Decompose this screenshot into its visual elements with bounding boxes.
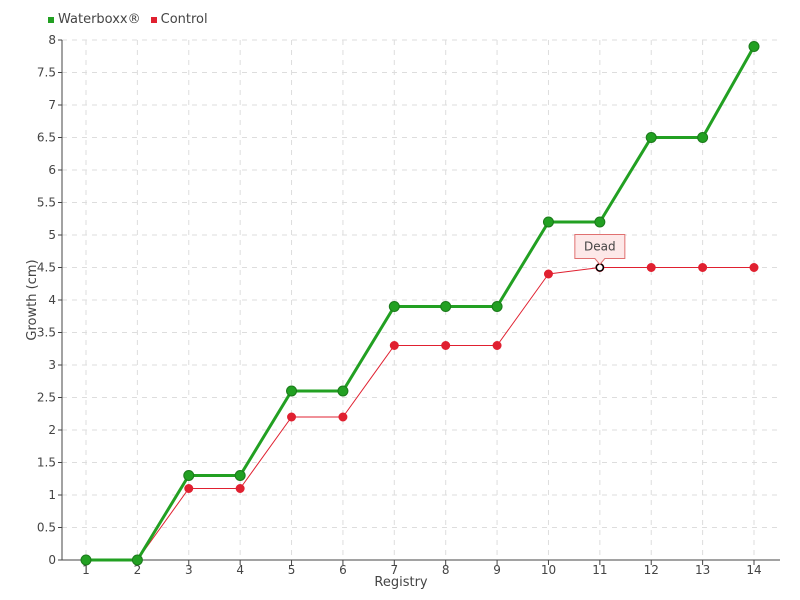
y-tick-label: 7 bbox=[48, 98, 56, 112]
x-tick-label: 5 bbox=[288, 563, 296, 577]
y-tick-label: 5.5 bbox=[37, 196, 56, 210]
legend-label-control: Control bbox=[160, 12, 208, 27]
data-point-waterboxx bbox=[748, 41, 760, 52]
data-point-control bbox=[492, 341, 502, 350]
data-point-waterboxx bbox=[183, 470, 195, 481]
series-line-waterboxx bbox=[86, 45, 756, 562]
y-tick-label: 3 bbox=[48, 358, 56, 372]
legend-item-waterboxx[interactable]: Waterboxx® bbox=[48, 12, 141, 27]
x-tick-label: 12 bbox=[644, 563, 659, 577]
x-tick-label: 11 bbox=[592, 563, 607, 577]
y-tick-label: 1 bbox=[48, 488, 56, 502]
y-tick-label: 8 bbox=[48, 33, 56, 47]
data-point-control bbox=[338, 412, 348, 422]
y-tick-label: 5 bbox=[48, 228, 56, 242]
data-point-waterboxx bbox=[80, 554, 92, 566]
legend-label-waterboxx: Waterboxx® bbox=[58, 12, 141, 27]
x-tick-label: 6 bbox=[339, 563, 347, 577]
series-line-control bbox=[86, 267, 754, 561]
data-point-waterboxx bbox=[491, 301, 503, 312]
data-point-control bbox=[749, 263, 759, 272]
y-axis-title: Growth (cm) bbox=[25, 259, 40, 340]
data-point-waterboxx bbox=[542, 216, 554, 228]
data-point-control bbox=[698, 263, 708, 272]
data-point-control bbox=[646, 263, 656, 272]
data-point-control bbox=[287, 412, 297, 422]
y-tick-label: 1.5 bbox=[37, 456, 56, 470]
y-tick-label: 3.5 bbox=[37, 326, 56, 340]
x-tick-label: 7 bbox=[390, 563, 398, 577]
data-point-waterboxx bbox=[645, 132, 657, 143]
x-tick-label: 9 bbox=[493, 563, 501, 577]
legend-swatch-control bbox=[150, 16, 157, 23]
y-tick-label: 0 bbox=[48, 553, 56, 567]
x-tick-label: 2 bbox=[134, 563, 142, 577]
y-tick-label: 7.5 bbox=[37, 66, 56, 80]
x-tick-label: 3 bbox=[185, 563, 193, 577]
x-axis-title: Registry bbox=[374, 575, 428, 590]
data-point-control bbox=[235, 484, 245, 493]
data-point-control bbox=[389, 341, 399, 350]
data-point-waterboxx bbox=[234, 470, 246, 481]
annotation-text: Dead bbox=[584, 240, 616, 254]
x-tick-label: 13 bbox=[695, 563, 710, 577]
data-point-waterboxx bbox=[388, 301, 400, 312]
x-tick-label: 1 bbox=[82, 563, 90, 577]
y-tick-label: 2.5 bbox=[37, 391, 56, 405]
data-point-waterboxx bbox=[337, 385, 349, 397]
y-tick-label: 0.5 bbox=[37, 521, 56, 535]
data-point-waterboxx bbox=[440, 301, 452, 312]
y-tick-label: 2 bbox=[48, 423, 56, 437]
legend-swatch-waterboxx bbox=[48, 16, 54, 23]
x-tick-label: 4 bbox=[236, 563, 244, 577]
annotation-box bbox=[574, 234, 626, 266]
y-tick-label: 6.5 bbox=[37, 131, 56, 145]
data-point-waterboxx bbox=[286, 385, 298, 397]
legend-item-control[interactable]: Control bbox=[150, 12, 208, 27]
y-tick-label: 6 bbox=[48, 163, 56, 177]
data-point-waterboxx bbox=[697, 132, 709, 143]
legend: Waterboxx® Control bbox=[48, 12, 208, 27]
x-tick-label: 14 bbox=[746, 563, 761, 577]
y-tick-label: 4 bbox=[48, 293, 56, 307]
y-tick-label: 4.5 bbox=[37, 261, 56, 275]
x-tick-label: 8 bbox=[442, 563, 450, 577]
x-tick-label: 10 bbox=[541, 563, 556, 577]
data-point-waterboxx bbox=[131, 554, 143, 566]
data-point-control bbox=[441, 341, 451, 350]
data-point-waterboxx bbox=[594, 216, 606, 228]
data-point-control bbox=[543, 269, 553, 279]
data-point-control bbox=[184, 484, 194, 493]
